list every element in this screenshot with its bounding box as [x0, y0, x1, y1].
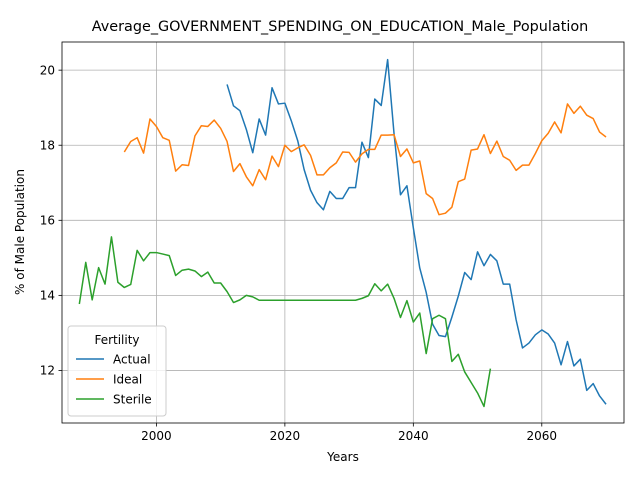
y-tick-label: 20 [40, 63, 55, 77]
y-tick-label: 12 [40, 364, 55, 378]
y-axis: 12 14 16 18 20 [40, 63, 62, 378]
y-tick-label: 16 [40, 214, 55, 228]
y-tick-label: 14 [40, 289, 55, 303]
x-axis: 2000 2020 2040 2060 [141, 423, 557, 443]
plot-area [78, 58, 607, 408]
legend-label-sterile: Sterile [113, 392, 152, 406]
x-tick-label: 2020 [270, 429, 301, 443]
y-tick-label: 18 [40, 139, 55, 153]
legend: Fertility Actual Ideal Sterile [67, 325, 167, 417]
chart-title: Average_GOVERNMENT_SPENDING_ON_EDUCATION… [92, 19, 589, 35]
legend-title: Fertility [94, 333, 139, 347]
legend-label-actual: Actual [113, 352, 151, 366]
x-axis-label: Years [326, 450, 359, 464]
x-tick-label: 2000 [141, 429, 172, 443]
legend-label-ideal: Ideal [113, 372, 142, 386]
plot-frame [61, 41, 625, 424]
legend-box [67, 325, 167, 417]
x-tick-label: 2060 [527, 429, 558, 443]
series-line-actual [226, 58, 607, 405]
series-line-ideal [123, 103, 607, 216]
x-tick-label: 2040 [398, 429, 429, 443]
y-axis-label: % of Male Population [13, 169, 27, 295]
series-line-sterile [78, 236, 492, 408]
